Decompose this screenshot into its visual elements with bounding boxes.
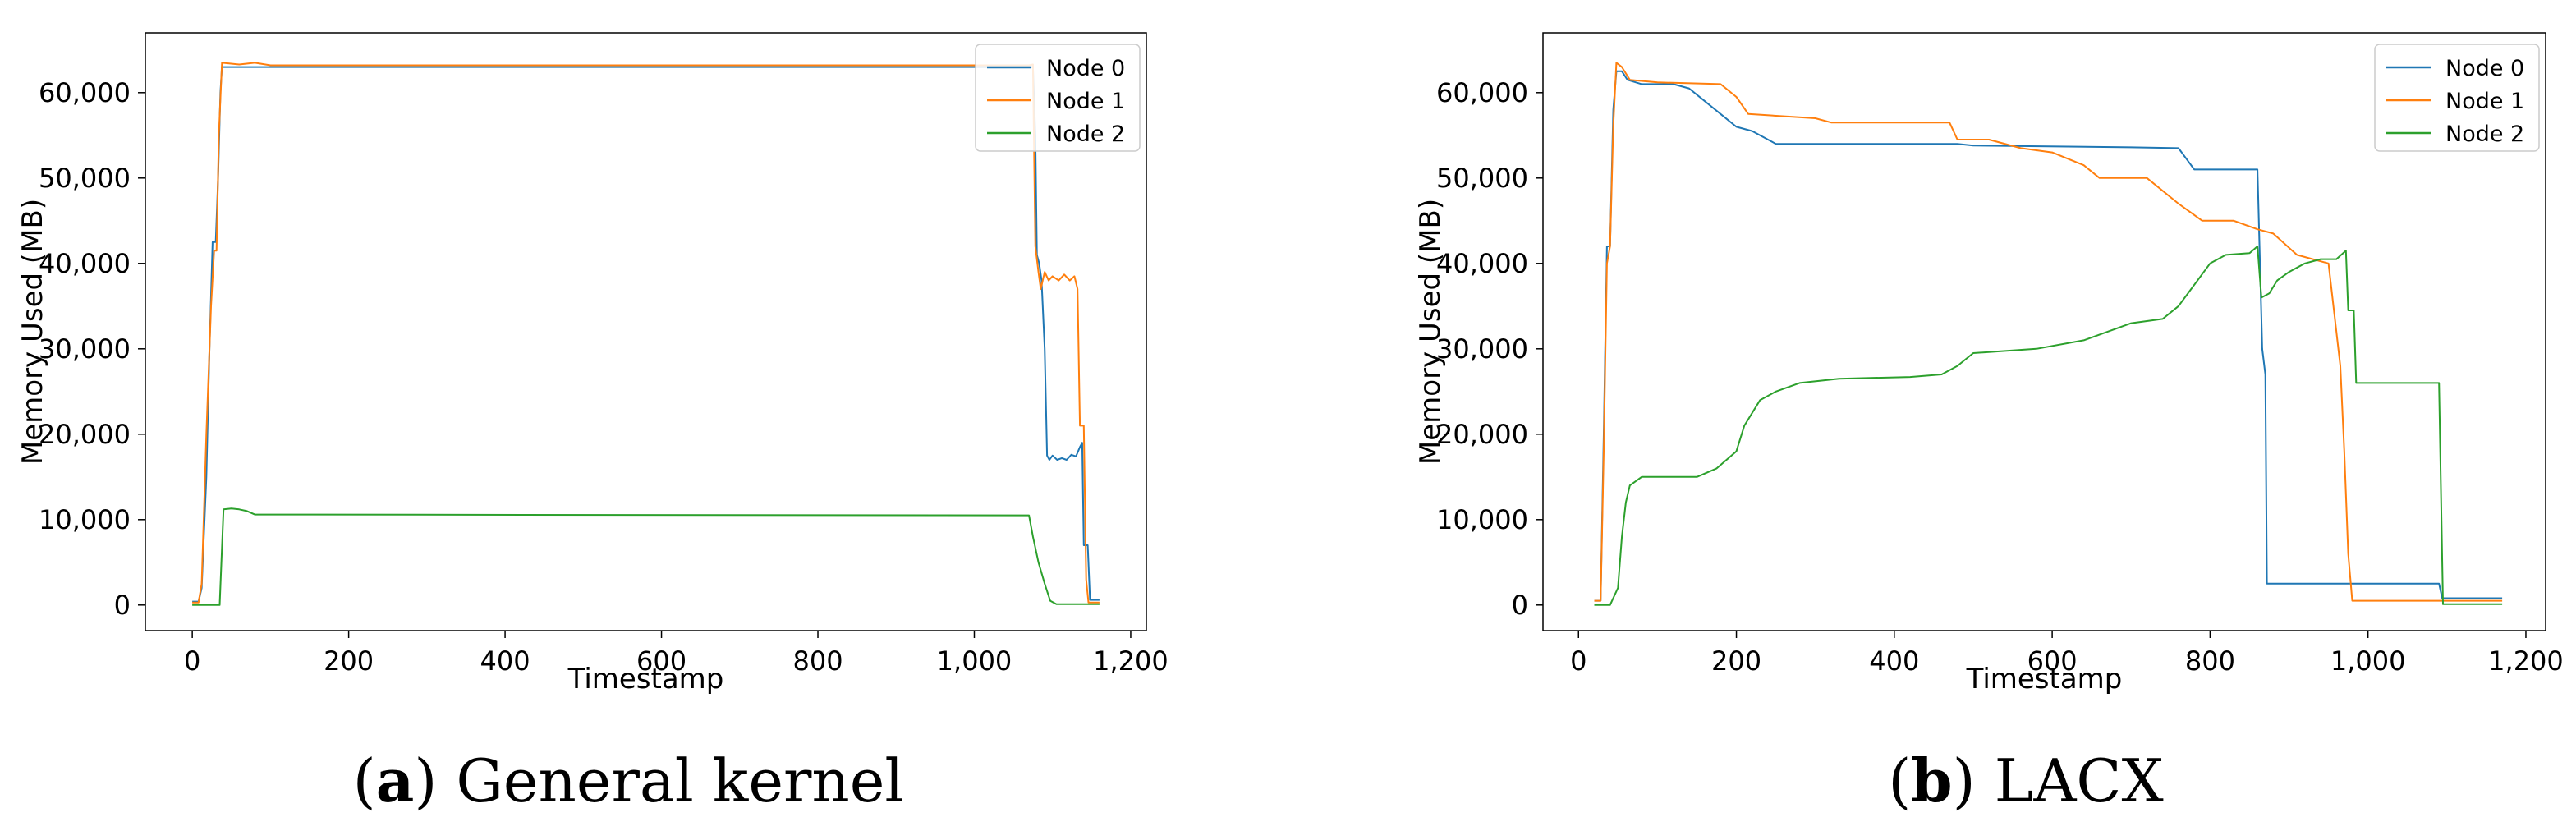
y-tick-label: 40,000 bbox=[39, 248, 131, 279]
x-tick-label: 0 bbox=[184, 645, 200, 677]
axis-ticks: 0 200 400 600 800 1,000 1,200 0 10,000 20,000 30,0… bbox=[1436, 77, 2564, 677]
legend-label: Node 2 bbox=[2445, 122, 2524, 147]
x-tick-label: 1,200 bbox=[1093, 645, 1169, 677]
caption-letter: b bbox=[1911, 746, 1952, 815]
x-tick-label: 400 bbox=[1869, 645, 1919, 677]
panel-caption: (a) General kernel bbox=[353, 746, 904, 815]
x-tick-label: 0 bbox=[1570, 645, 1586, 677]
legend-label: Node 0 bbox=[1046, 56, 1125, 81]
x-tick-label: 600 bbox=[636, 645, 686, 677]
x-axis-label: Timestamp bbox=[1966, 663, 2123, 696]
caption-letter: a bbox=[376, 746, 415, 815]
y-tick-label: 40,000 bbox=[1436, 248, 1528, 279]
legend: Node 0 Node 1 Node 2 bbox=[2374, 44, 2540, 152]
caption-close-paren: ) bbox=[1953, 746, 1995, 815]
y-tick-label: 10,000 bbox=[39, 504, 131, 535]
chart-panel-a: 0 200 400 600 800 1,000 1,200 0 10,000 20,000 30,0… bbox=[16, 32, 1169, 815]
y-tick-label: 30,000 bbox=[39, 333, 131, 365]
legend-box bbox=[2374, 44, 2540, 152]
y-tick-label: 20,000 bbox=[39, 419, 131, 450]
legend-label: Node 1 bbox=[2445, 89, 2524, 114]
legend: Node 0 Node 1 Node 2 bbox=[975, 44, 1141, 152]
series-line-node-0 bbox=[192, 66, 1100, 603]
x-tick-label: 1,200 bbox=[2488, 645, 2564, 677]
x-tick-label: 200 bbox=[1711, 645, 1761, 677]
plot-lines bbox=[192, 62, 1100, 606]
series-line-node-0 bbox=[1594, 70, 2503, 602]
caption-text: General kernel bbox=[456, 746, 903, 815]
x-tick-label: 800 bbox=[2185, 645, 2235, 677]
legend-label: Node 1 bbox=[1046, 89, 1125, 114]
legend-label: Node 0 bbox=[2445, 56, 2524, 81]
plot-lines bbox=[1594, 62, 2503, 606]
y-tick-label: 0 bbox=[114, 590, 131, 621]
x-tick-label: 1,000 bbox=[2330, 645, 2406, 677]
y-tick-label: 10,000 bbox=[1436, 504, 1528, 535]
y-axis-label: Memory Used (MB) bbox=[16, 199, 49, 465]
axis-ticks: 0 200 400 600 800 1,000 1,200 0 10,000 20,000 30,0… bbox=[39, 77, 1169, 677]
legend-box bbox=[975, 44, 1141, 152]
y-tick-label: 20,000 bbox=[1436, 419, 1528, 450]
series-line-node-2 bbox=[192, 507, 1100, 606]
plot-frame bbox=[145, 32, 1147, 631]
x-tick-label: 600 bbox=[2027, 645, 2078, 677]
y-tick-label: 50,000 bbox=[1436, 163, 1528, 194]
legend-label: Node 2 bbox=[1046, 122, 1125, 147]
x-tick-label: 400 bbox=[480, 645, 530, 677]
caption-open-paren: ( bbox=[1888, 746, 1911, 815]
caption-close-paren: ) bbox=[414, 746, 456, 815]
x-tick-label: 1,000 bbox=[937, 645, 1012, 677]
chart-panel-b: 0 200 400 600 800 1,000 1,200 0 10,000 20,000 30,0… bbox=[1414, 32, 2564, 815]
y-tick-label: 60,000 bbox=[1436, 77, 1528, 108]
y-tick-label: 60,000 bbox=[39, 77, 131, 108]
caption-text: LACX bbox=[1995, 746, 2164, 815]
y-tick-label: 0 bbox=[1512, 590, 1528, 621]
series-line-node-1 bbox=[1594, 62, 2503, 602]
x-tick-label: 200 bbox=[324, 645, 374, 677]
x-tick-label: 800 bbox=[792, 645, 843, 677]
y-axis-label: Memory Used (MB) bbox=[1414, 199, 1447, 465]
caption-open-paren: ( bbox=[353, 746, 376, 815]
x-axis-label: Timestamp bbox=[567, 663, 724, 696]
series-line-node-1 bbox=[192, 62, 1100, 604]
plot-frame bbox=[1542, 32, 2546, 631]
panel-caption: (b) LACX bbox=[1888, 746, 2164, 815]
y-tick-label: 30,000 bbox=[1436, 333, 1528, 365]
y-tick-label: 50,000 bbox=[39, 163, 131, 194]
series-line-node-2 bbox=[1594, 246, 2503, 606]
